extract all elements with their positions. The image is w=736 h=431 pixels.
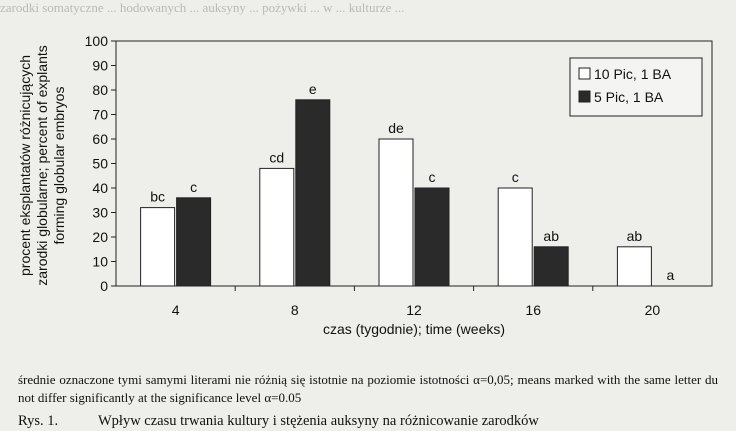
bar-series-1 [140, 207, 176, 287]
bar-significance-label: e [309, 81, 317, 97]
bar-series-1 [378, 138, 414, 287]
y-tick-label: 10 [92, 254, 108, 270]
chart-legend: 10 Pic, 1 BA 5 Pic, 1 BA [569, 57, 703, 117]
bar-series-2 [295, 99, 331, 287]
y-tick-label: 80 [92, 82, 108, 98]
bar-series-1 [497, 187, 533, 287]
y-tick-label: 30 [92, 205, 108, 221]
bar-series-2 [414, 187, 450, 287]
legend-box [569, 57, 703, 117]
x-tick-label: 16 [525, 302, 541, 318]
bar-significance-label: a [667, 267, 675, 283]
bar-significance-label: cd [269, 149, 284, 165]
y-tick-label: 50 [92, 156, 108, 172]
y-tick-label: 90 [92, 58, 108, 74]
y-tick-label: 40 [92, 180, 108, 196]
y-tick-label: 100 [85, 33, 109, 49]
figure-caption: Rys. 1. Wpływ czasu trwania kultury i stę… [18, 413, 728, 430]
y-tick-label: 20 [92, 229, 108, 245]
x-tick-label: 20 [645, 302, 661, 318]
bar-chart: 0 10 20 30 40 50 60 70 80 90 100 4 8 12 16 20 czas (tygo… [17, 33, 713, 337]
bar-series-1 [616, 246, 652, 287]
x-tick-label: 4 [172, 302, 180, 318]
bar-significance-label: c [429, 169, 436, 185]
x-tick-label: 12 [406, 302, 422, 318]
y-axis-label-line: procent eksplantatów różnicujących [17, 55, 33, 276]
y-tick-label: 60 [92, 131, 108, 147]
y-axis-label: procent eksplantatów różnicującychzarodk… [17, 45, 67, 285]
bar-significance-label: ab [543, 228, 559, 244]
y-axis-label-line: zarodki globularne; percent of explants [34, 45, 50, 285]
bar-series-2 [533, 246, 569, 287]
bar-significance-label: de [388, 120, 404, 136]
bleed-through-text: zarodki somatyczne ... hodowanych ... au… [0, 0, 405, 15]
y-tick-label: 0 [100, 278, 108, 294]
y-axis-label-line: forming globular embryos [51, 87, 67, 245]
chart-axes: 0 10 20 30 40 50 60 70 80 90 100 4 8 12 16 20 czas (tygo… [17, 33, 713, 337]
bar-series-1 [259, 167, 295, 287]
bar-series-2 [176, 197, 212, 287]
legend-label: 10 Pic, 1 BA [594, 66, 672, 82]
figure-caption-text: Wpływ czasu trwania kultury i stężenia a… [98, 413, 539, 429]
x-tick-label: 8 [291, 302, 299, 318]
legend-swatch [578, 67, 591, 80]
chart-footnote: średnie oznaczone tymi samymi literami n… [18, 372, 718, 405]
x-axis-label: czas (tygodnie); time (weeks) [323, 321, 505, 337]
figure-number: Rys. 1. [18, 413, 59, 429]
bar-significance-label: c [190, 179, 197, 195]
y-tick-label: 70 [92, 107, 108, 123]
bar-significance-label: c [512, 169, 519, 185]
bar-significance-label: bc [150, 189, 165, 205]
chart-bars: bc c cd e de c c ab ab a [140, 81, 675, 287]
legend-label: 5 Pic, 1 BA [594, 89, 664, 105]
bar-significance-label: ab [627, 228, 643, 244]
legend-swatch [578, 90, 591, 103]
